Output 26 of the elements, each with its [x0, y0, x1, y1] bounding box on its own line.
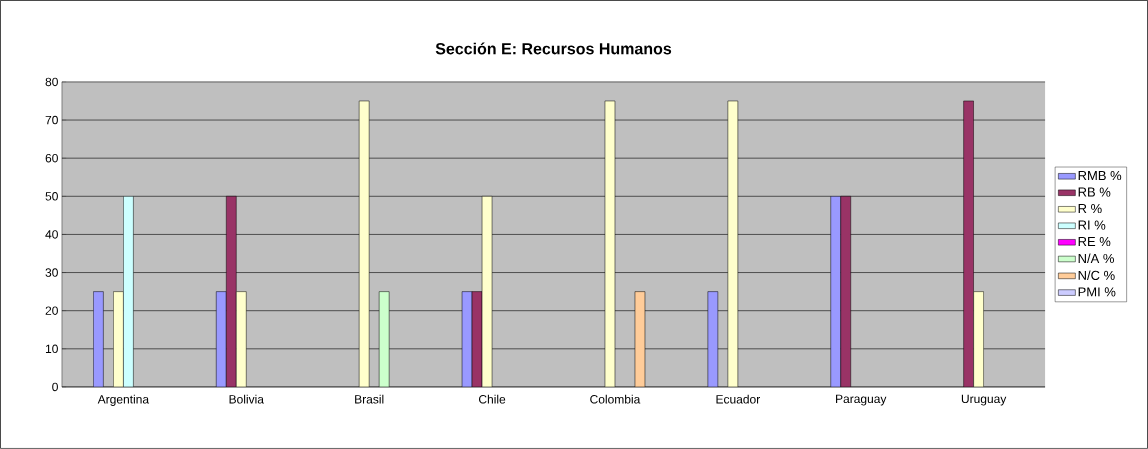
x-tick-label: Ecuador [716, 394, 760, 404]
legend-label: RI % [1078, 220, 1106, 230]
x-tick-label: Chile [478, 394, 506, 404]
legend-label: N/A % [1078, 253, 1114, 264]
x-tick-label: Brasil [355, 394, 384, 404]
chart-title: Sección E: Recursos Humanos [435, 42, 672, 55]
x-tick-label: Bolivia [229, 394, 264, 404]
legend-label: RMB % [1078, 171, 1122, 181]
y-tick-label: 40 [45, 230, 58, 239]
legend-label: PMI % [1078, 287, 1116, 297]
y-tick-label: 60 [45, 153, 58, 163]
y-tick-label: 50 [45, 192, 58, 201]
x-tick-label: Paraguay [836, 394, 887, 406]
legend-label: R % [1078, 204, 1102, 214]
y-tick-label: 20 [45, 306, 58, 316]
y-tick-label: 0 [52, 382, 58, 392]
y-tick-label: 10 [45, 344, 58, 354]
x-tick-label: Colombia [590, 394, 641, 404]
legend-label: RB % [1078, 187, 1111, 197]
y-tick-label: 70 [45, 115, 58, 125]
legend-label: N/C % [1078, 270, 1115, 281]
legend-label: RE % [1078, 237, 1111, 247]
y-tick-label: 30 [45, 268, 58, 277]
x-tick-label: Uruguay [961, 394, 1007, 406]
y-tick-label: 80 [45, 77, 58, 87]
x-tick-label: Argentina [97, 394, 150, 406]
